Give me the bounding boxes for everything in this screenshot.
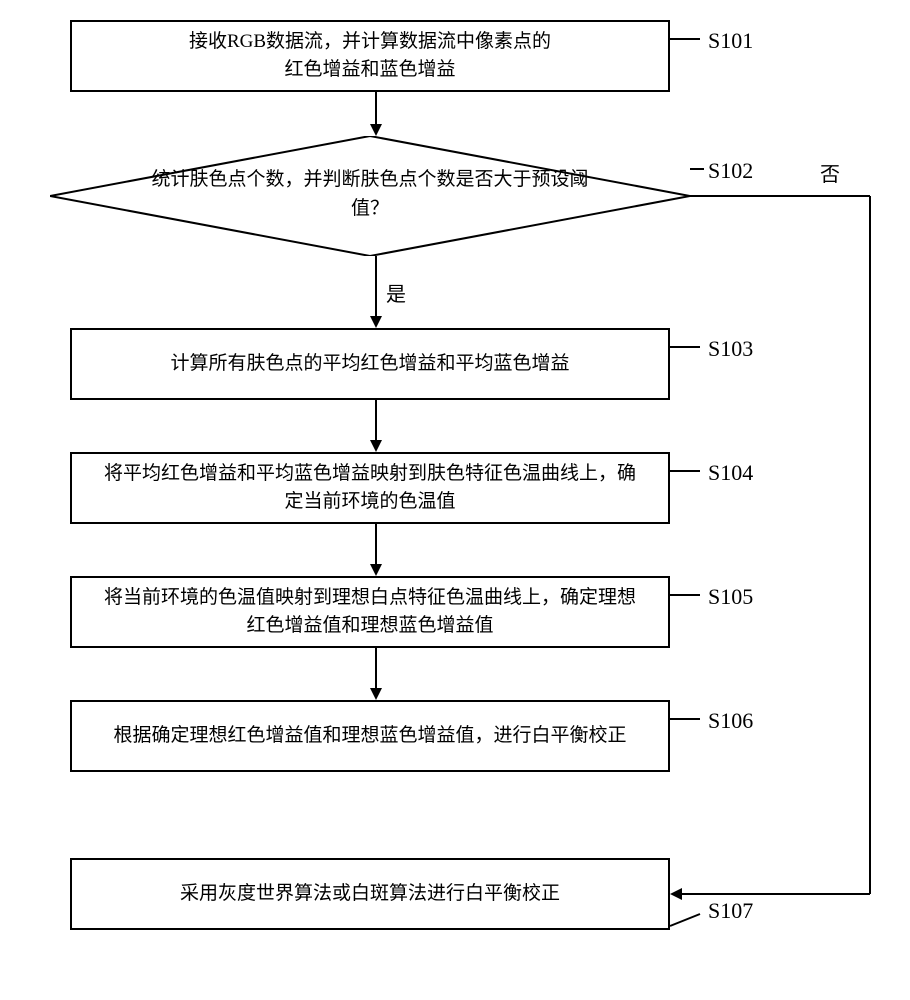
label-s102: S102 bbox=[708, 158, 753, 184]
process-s107: 采用灰度世界算法或白斑算法进行白平衡校正 bbox=[70, 858, 670, 930]
process-s104: 将平均红色增益和平均蓝色增益映射到肤色特征色温曲线上，确 定当前环境的色温值 bbox=[70, 452, 670, 524]
arrow-s105-s106 bbox=[368, 648, 384, 700]
s102-line2: 值？ bbox=[351, 198, 389, 219]
leader-s105 bbox=[670, 594, 700, 596]
label-s106: S106 bbox=[708, 708, 753, 734]
s101-line1: 接收RGB数据流，并计算数据流中像素点的 bbox=[189, 31, 551, 52]
s102-text: 统计肤色点个数，并判断肤色点个数是否大于预设阈 值？ bbox=[50, 166, 690, 223]
process-s103: 计算所有肤色点的平均红色增益和平均蓝色增益 bbox=[70, 328, 670, 400]
process-s105: 将当前环境的色温值映射到理想白点特征色温曲线上，确定理想 红色增益值和理想蓝色增… bbox=[70, 576, 670, 648]
s104-line1: 将平均红色增益和平均蓝色增益映射到肤色特征色温曲线上，确 bbox=[104, 463, 636, 484]
arrow-s102-no-s107 bbox=[670, 196, 880, 896]
s101-line2: 红色增益和蓝色增益 bbox=[284, 59, 455, 80]
arrow-s103-s104 bbox=[368, 400, 384, 452]
edge-no-label: 否 bbox=[820, 158, 840, 187]
s106-line1: 根据确定理想红色增益值和理想蓝色增益值，进行白平衡校正 bbox=[113, 725, 626, 746]
s105-line1: 将当前环境的色温值映射到理想白点特征色温曲线上，确定理想 bbox=[104, 587, 636, 608]
s104-line2: 定当前环境的色温值 bbox=[284, 491, 455, 512]
leader-s103 bbox=[670, 346, 700, 348]
label-s105: S105 bbox=[708, 584, 753, 610]
label-s107: S107 bbox=[708, 898, 753, 924]
s107-line1: 采用灰度世界算法或白斑算法进行白平衡校正 bbox=[180, 883, 560, 904]
decision-s102: 统计肤色点个数，并判断肤色点个数是否大于预设阈 值？ bbox=[50, 136, 690, 256]
arrow-s102-s103 bbox=[368, 256, 384, 328]
leader-s104 bbox=[670, 470, 700, 472]
leader-s107 bbox=[670, 912, 700, 928]
arrow-s101-s102 bbox=[368, 92, 384, 136]
process-s101: 接收RGB数据流，并计算数据流中像素点的 红色增益和蓝色增益 bbox=[70, 20, 670, 92]
s105-line2: 红色增益值和理想蓝色增益值 bbox=[246, 615, 493, 636]
edge-yes-label: 是 bbox=[386, 278, 406, 307]
process-s106: 根据确定理想红色增益值和理想蓝色增益值，进行白平衡校正 bbox=[70, 700, 670, 772]
arrow-s104-s105 bbox=[368, 524, 384, 576]
label-s101: S101 bbox=[708, 28, 753, 54]
label-s104: S104 bbox=[708, 460, 753, 486]
label-s103: S103 bbox=[708, 336, 753, 362]
leader-s106 bbox=[670, 718, 700, 720]
s103-line1: 计算所有肤色点的平均红色增益和平均蓝色增益 bbox=[170, 353, 569, 374]
leader-s101 bbox=[670, 38, 700, 40]
leader-s102 bbox=[690, 168, 704, 170]
s102-line1: 统计肤色点个数，并判断肤色点个数是否大于预设阈 bbox=[151, 169, 588, 190]
